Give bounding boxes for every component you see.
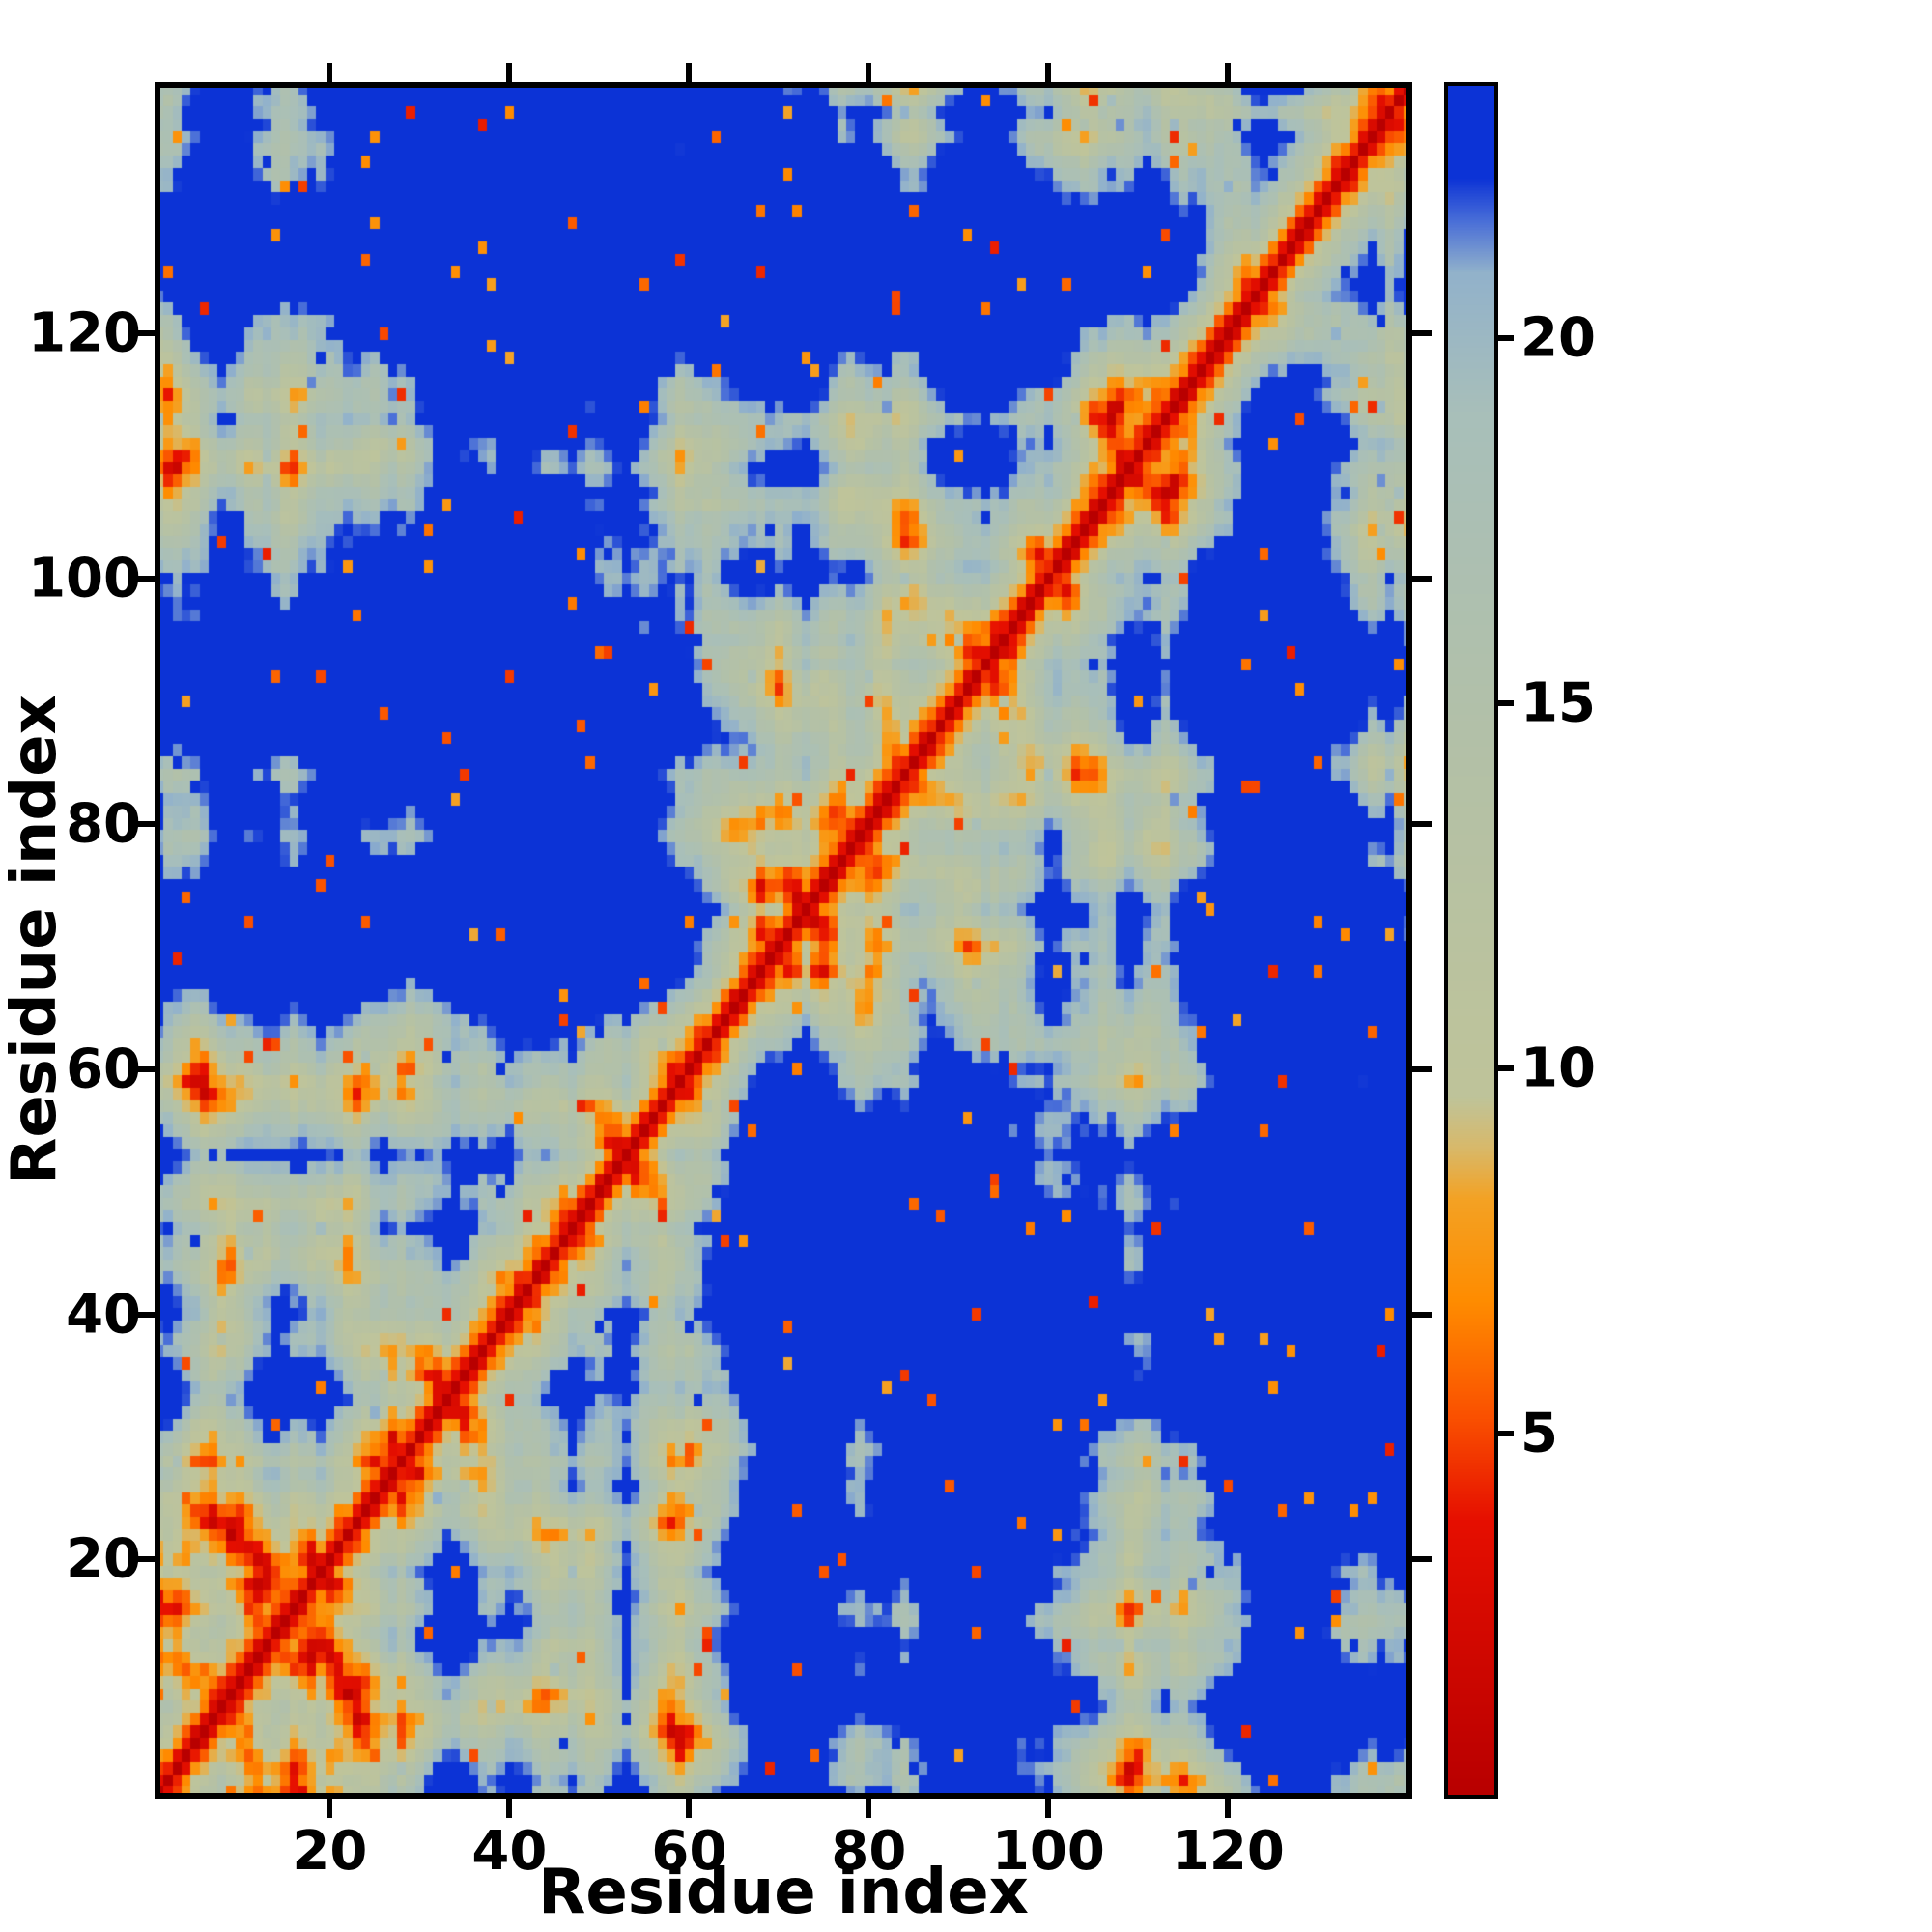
x-tick-top xyxy=(866,63,872,82)
colorbar-tick-label: 10 xyxy=(1520,1037,1596,1100)
x-tick-label: 60 xyxy=(651,1820,727,1883)
y-tick xyxy=(135,1311,155,1318)
x-tick xyxy=(506,1799,513,1818)
y-tick xyxy=(135,330,155,337)
x-tick-top xyxy=(1225,63,1232,82)
y-tick xyxy=(135,1556,155,1563)
x-tick-label: 80 xyxy=(831,1820,907,1883)
x-tick-label: 40 xyxy=(471,1820,548,1883)
y-tick-label: 60 xyxy=(66,1037,141,1101)
colorbar-canvas xyxy=(1444,82,1498,1799)
y-axis-title: Residue index xyxy=(0,695,71,1185)
colorbar-tick-label: 20 xyxy=(1520,306,1596,370)
y-tick xyxy=(135,1065,155,1072)
colorbar-tick-label: 15 xyxy=(1520,671,1596,735)
x-tick-top xyxy=(686,63,693,82)
y-tick-right xyxy=(1412,330,1432,337)
x-tick-top xyxy=(1045,63,1052,82)
x-tick xyxy=(1225,1799,1232,1818)
y-tick xyxy=(135,820,155,827)
x-tick xyxy=(327,1799,333,1818)
y-tick-right xyxy=(1412,1065,1432,1072)
y-tick-right xyxy=(1412,820,1432,827)
x-axis-title: Residue index xyxy=(538,1857,1029,1928)
x-tick xyxy=(1045,1799,1052,1818)
x-tick-label: 20 xyxy=(292,1820,368,1883)
x-tick-label: 120 xyxy=(1171,1820,1285,1883)
colorbar-tick xyxy=(1498,1065,1514,1071)
x-tick-top xyxy=(506,63,513,82)
x-tick-label: 100 xyxy=(991,1820,1105,1883)
y-tick-label: 100 xyxy=(28,547,141,611)
colorbar-tick xyxy=(1498,334,1514,341)
y-tick-right xyxy=(1412,1556,1432,1563)
colorbar-tick xyxy=(1498,699,1514,706)
colorbar-tick-label: 5 xyxy=(1520,1402,1558,1465)
y-tick-right xyxy=(1412,576,1432,582)
heatmap-canvas xyxy=(155,82,1412,1799)
x-tick xyxy=(866,1799,872,1818)
y-tick-label: 80 xyxy=(66,792,141,856)
colorbar-tick xyxy=(1498,1430,1514,1436)
y-tick-right xyxy=(1412,1311,1432,1318)
y-tick-label: 20 xyxy=(66,1527,141,1591)
y-tick-label: 40 xyxy=(66,1283,141,1347)
x-tick-top xyxy=(327,63,333,82)
y-tick-label: 120 xyxy=(28,301,141,365)
y-tick xyxy=(135,576,155,582)
x-tick xyxy=(686,1799,693,1818)
